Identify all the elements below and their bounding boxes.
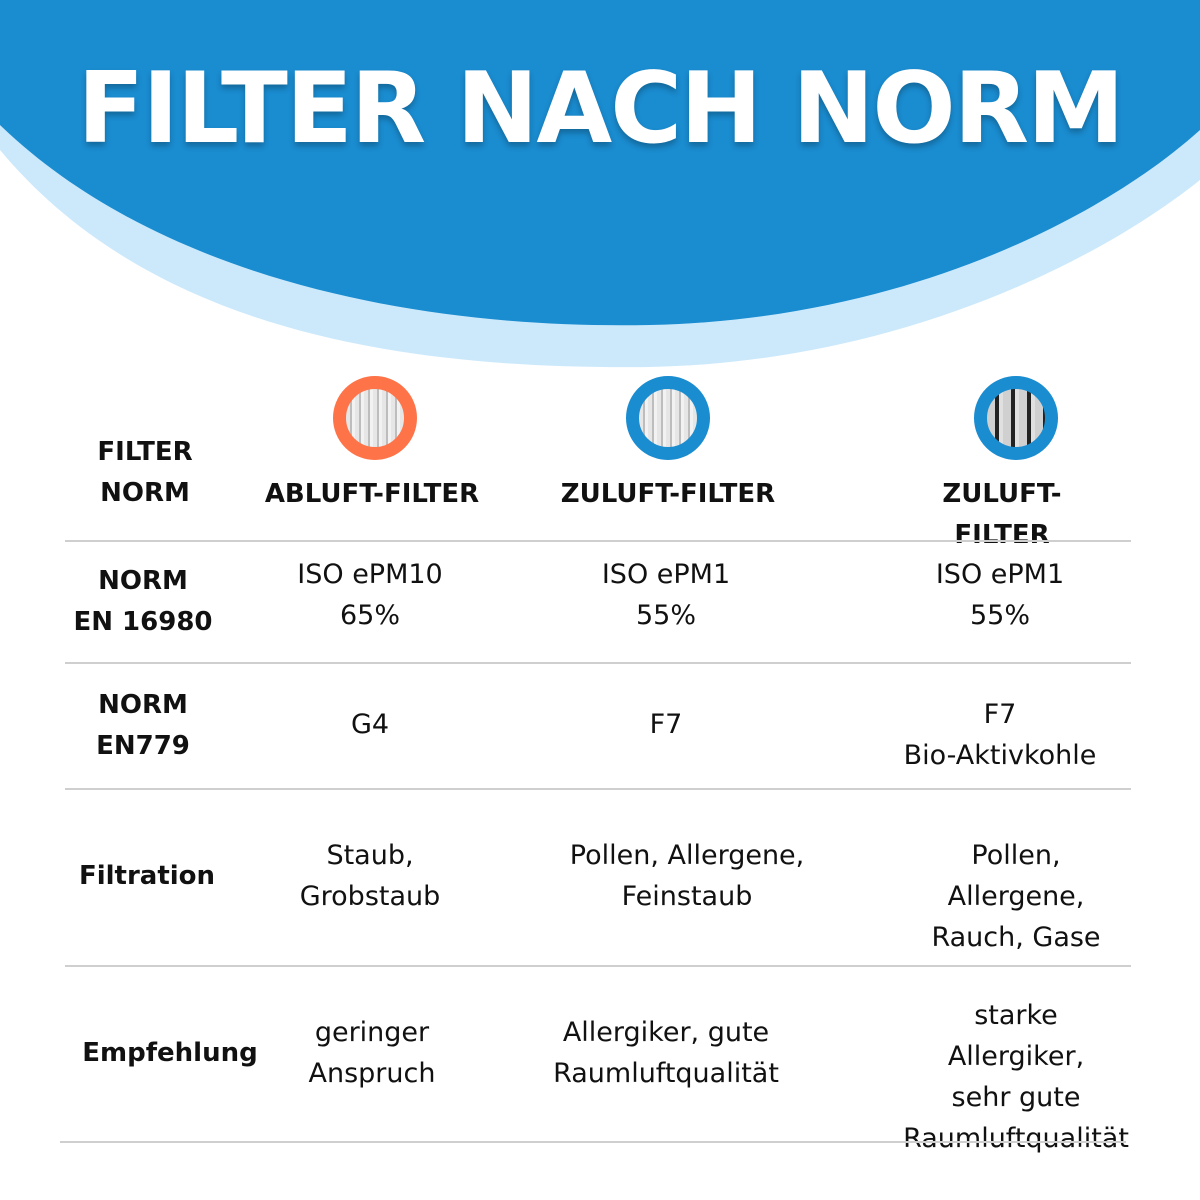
- table-cell: Pollen, Allergene, Feinstaub: [569, 840, 805, 912]
- table-cell: ISO ePM1 55%: [601, 559, 731, 631]
- table-cell: Pollen, Allergene, Rauch, Gase: [931, 840, 1101, 953]
- table-cell: F7 Bio-Aktivkohle: [903, 699, 1097, 771]
- blue-wave: [0, 0, 1200, 326]
- header-label: FILTER NORM: [97, 437, 193, 508]
- row-divider: [65, 540, 1131, 542]
- table-cell: Staub, Grobstaub: [299, 840, 441, 912]
- column-header: ZULUFT-FILTER: [560, 479, 776, 509]
- filter-blue-ring-icon: [626, 376, 710, 460]
- table-cell: starke Allergiker, sehr gute Raumluftqua…: [903, 1000, 1129, 1154]
- row-divider: [60, 1141, 1126, 1143]
- row-divider: [65, 965, 1131, 967]
- header-wave-background: [0, 0, 1200, 368]
- table-cell: geringer Anspruch: [308, 1017, 436, 1089]
- filter-activated-carbon-icon: [974, 376, 1058, 460]
- table-cell: F7: [649, 709, 683, 740]
- column-header: ABLUFT-FILTER: [264, 479, 480, 509]
- table-cell: ISO ePM10 65%: [297, 559, 443, 631]
- row-label: NORM EN779: [96, 690, 190, 761]
- row-divider: [65, 662, 1131, 664]
- page-title: FILTER NACH NORM: [77, 52, 1124, 166]
- table-cell: Allergiker, gute Raumluftqualität: [553, 1017, 779, 1089]
- table-cell: G4: [350, 709, 390, 740]
- filter-orange-ring-icon: [333, 376, 417, 460]
- row-divider: [65, 788, 1131, 790]
- column-header: ZULUFT-FILTER: [942, 479, 1062, 550]
- row-label: NORM EN 16980: [73, 566, 213, 637]
- row-label: Empfehlung: [82, 1038, 258, 1068]
- table-cell: ISO ePM1 55%: [935, 559, 1065, 631]
- row-label: Filtration: [78, 861, 216, 891]
